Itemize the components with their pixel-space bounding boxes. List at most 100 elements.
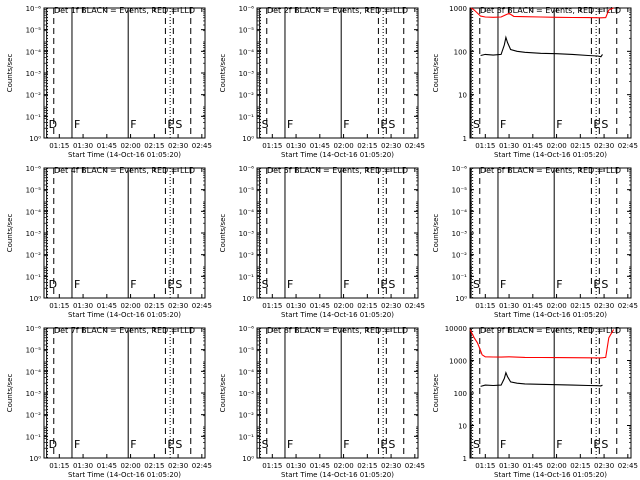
y-tick-label: 10⁻¹ (239, 113, 255, 121)
y-tick-label: 10⁻² (26, 412, 42, 420)
detector-panel-5: Det 5f BLACK = Events, RED = LLD 10⁰ 10⁻¹ 1… (219, 165, 425, 319)
x-tick-label: 02:30 (168, 302, 188, 310)
series-line-1 (470, 7, 614, 19)
x-tick-label: 02:45 (405, 302, 425, 310)
marker-label: S (473, 278, 480, 291)
y-tick-label: 10⁻⁶ (239, 165, 255, 173)
y-tick-label: 10⁻⁶ (26, 325, 42, 333)
x-axis-title: Start Time (14-Oct-16 01:05:20) (281, 311, 394, 319)
x-tick-label: 02:15 (570, 462, 590, 470)
y-axis-title: Counts/sec (219, 374, 227, 413)
x-tick-label: 02:45 (405, 142, 425, 150)
marker-label: F (556, 438, 562, 451)
marker-label: D (49, 118, 57, 131)
y-tick-label: 10⁰ (242, 295, 254, 303)
x-tick-label: 01:30 (499, 462, 519, 470)
x-axis-title: Start Time (14-Oct-16 01:05:20) (494, 471, 607, 479)
y-axis-title: Counts/sec (432, 54, 440, 93)
y-tick-label: 10⁻⁶ (239, 5, 255, 13)
y-tick-label: 10⁻² (239, 412, 255, 420)
y-tick-label: 10⁰ (29, 455, 41, 463)
marker-label: S (601, 278, 608, 291)
panel-title: Det 3f BLACK = Events, RED = LLD (480, 6, 621, 15)
y-tick-label: 10⁻⁴ (26, 208, 42, 216)
x-tick-label: 02:45 (618, 142, 638, 150)
y-tick-label: 10⁻² (452, 252, 468, 260)
panel-title: Det 2f BLACK = Events, RED = LLD (267, 6, 408, 15)
y-axis-title: Counts/sec (6, 54, 14, 93)
y-tick-label: 10⁻⁴ (239, 48, 255, 56)
y-tick-label: 10000 (445, 325, 467, 333)
series-line-2 (480, 35, 603, 58)
x-tick-label: 01:30 (73, 462, 93, 470)
panel-title: Det 8f BLACK = Events, RED = LLD (267, 326, 408, 335)
marker-label: F (130, 278, 136, 291)
marker-label: E (380, 278, 387, 291)
marker-label: S (601, 438, 608, 451)
marker-label: F (130, 438, 136, 451)
x-axis-title: Start Time (14-Oct-16 01:05:20) (281, 151, 394, 159)
x-tick-label: 01:45 (523, 142, 543, 150)
marker-label: F (500, 438, 506, 451)
x-tick-label: 01:30 (73, 142, 93, 150)
y-tick-label: 10⁻⁶ (26, 5, 42, 13)
x-tick-label: 02:15 (357, 302, 377, 310)
y-tick-label: 10⁻⁴ (452, 208, 468, 216)
y-axis-title: Counts/sec (219, 214, 227, 253)
y-tick-label: 10⁻² (239, 92, 255, 100)
y-tick-label: 10⁻⁴ (239, 368, 255, 376)
marker-label: F (74, 278, 80, 291)
x-tick-label: 01:30 (286, 462, 306, 470)
y-tick-label: 10⁻³ (452, 230, 468, 238)
y-axis-title: Counts/sec (6, 374, 14, 413)
y-tick-label: 10⁻¹ (26, 113, 42, 121)
y-tick-label: 10⁻⁵ (452, 187, 468, 195)
x-tick-label: 02:15 (357, 142, 377, 150)
marker-label: S (262, 118, 269, 131)
marker-label: E (380, 438, 387, 451)
panel-title: Det 4f BLACK = Events, RED = LLD (54, 166, 195, 175)
x-tick-label: 02:30 (168, 142, 188, 150)
marker-label: F (287, 438, 293, 451)
y-tick-label: 10⁻³ (26, 70, 42, 78)
marker-label: S (388, 118, 395, 131)
marker-label: F (500, 118, 506, 131)
marker-label: E (593, 118, 600, 131)
marker-label: S (262, 278, 269, 291)
x-tick-label: 02:00 (333, 302, 353, 310)
panel-title: Det 7f BLACK = Events, RED = LLD (54, 326, 195, 335)
x-tick-label: 02:30 (594, 302, 614, 310)
y-tick-label: 10⁻² (26, 252, 42, 260)
x-tick-label: 01:45 (310, 462, 330, 470)
x-tick-label: 02:45 (618, 462, 638, 470)
marker-label: E (167, 278, 174, 291)
y-axis-title: Counts/sec (432, 214, 440, 253)
y-axis-title: Counts/sec (432, 374, 440, 413)
marker-label: E (167, 118, 174, 131)
x-tick-label: 02:30 (168, 462, 188, 470)
y-tick-label: 1 (463, 455, 467, 463)
x-axis-title: Start Time (14-Oct-16 01:05:20) (281, 471, 394, 479)
x-tick-label: 01:45 (310, 302, 330, 310)
y-axis-title: Counts/sec (6, 214, 14, 253)
y-tick-label: 10⁻² (239, 252, 255, 260)
marker-label: S (473, 438, 480, 451)
x-tick-label: 02:15 (570, 142, 590, 150)
plot-frame (469, 7, 632, 139)
x-tick-label: 02:45 (192, 142, 212, 150)
x-tick-label: 01:30 (499, 302, 519, 310)
marker-label: S (601, 118, 608, 131)
x-tick-label: 02:15 (144, 462, 164, 470)
x-tick-label: 01:15 (262, 462, 282, 470)
x-tick-label: 01:30 (499, 142, 519, 150)
x-tick-label: 01:30 (286, 142, 306, 150)
y-tick-label: 10⁻¹ (239, 273, 255, 281)
x-tick-label: 02:00 (120, 142, 140, 150)
detector-panel-7: Det 7f BLACK = Events, RED = LLD 10⁰ 10⁻¹ 1… (6, 325, 212, 479)
detector-panel-3: Det 3f BLACK = Events, RED = LLD 1 10 100 10… (432, 5, 638, 159)
y-tick-label: 100 (454, 390, 467, 398)
marker-label: S (175, 278, 182, 291)
x-tick-label: 02:00 (333, 142, 353, 150)
x-tick-label: 02:30 (381, 142, 401, 150)
